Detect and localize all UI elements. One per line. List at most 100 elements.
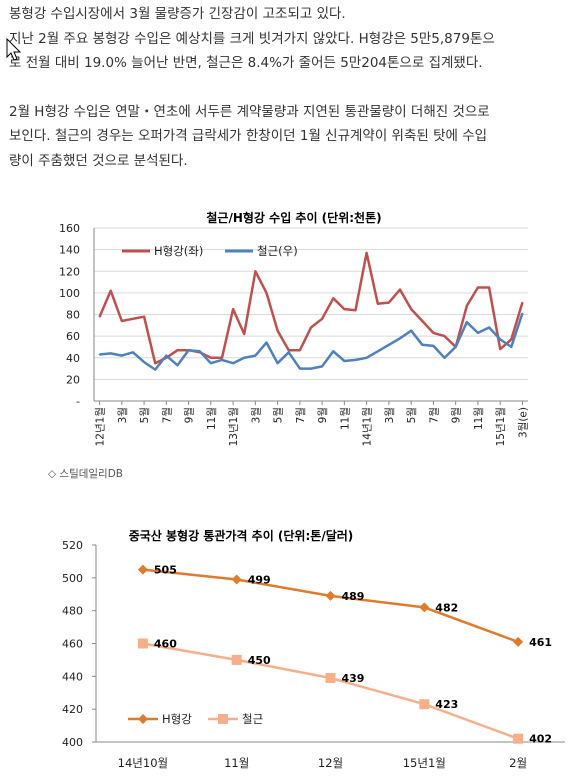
x-tick-label: 3월 [250, 407, 262, 423]
h-beam-point [299, 349, 301, 351]
x-tick-label: 13년1월 [228, 407, 240, 446]
x-tick-label: 3월(e) [517, 407, 529, 438]
h-beam-point [443, 335, 446, 337]
rebar-point [421, 343, 424, 346]
h-beam-data-label: 505 [154, 564, 177, 577]
rebar-data-label: 460 [154, 638, 177, 651]
h-beam-point [154, 362, 157, 364]
article-line-3: 로 전월 대비 19.0% 늘어난 반면, 철근은 8.4%가 줄어든 5만20… [9, 55, 483, 71]
rebar-point [176, 364, 179, 367]
rebar-point [488, 326, 490, 329]
h-beam-marker [513, 636, 524, 647]
y-tick-label: 460 [62, 638, 83, 651]
rebar-data-label: 423 [435, 698, 458, 711]
rebar-point [98, 353, 101, 356]
rebar-data-label: 450 [248, 654, 271, 667]
rebar-point [365, 356, 368, 359]
rebar-point [276, 362, 279, 364]
legend-label: H형강(좌) [154, 244, 203, 258]
rebar-hbeam-import-chart: 철근/H형강 수입 추이 (단위:천톤) - 20 40 60 80 100 120 140 16… [59, 210, 529, 446]
x-tick-label: 15년1월 [495, 407, 507, 446]
h-beam-point [98, 315, 101, 318]
article-line-6: 량이 주춤했던 것으로 분석된다. [9, 152, 188, 169]
x-tick-label: 9월 [317, 407, 329, 423]
x-tick-label: 3월 [117, 407, 129, 423]
legend-marker [218, 714, 228, 724]
article-line-2: 지난 2월 주요 봉형강 수입은 예상치를 크게 빗겨가지 않았다. H형강은 … [9, 30, 495, 47]
rebar-point [388, 343, 390, 346]
rebar-point [143, 361, 145, 363]
rebar-point [210, 362, 212, 364]
rebar-marker [137, 638, 148, 649]
y-tick-label: 420 [62, 703, 83, 716]
y-tick-label: - [76, 395, 80, 408]
chart-title: 철근/H형강 수입 추이 (단위:천톤) [206, 210, 381, 225]
h-beam-point [510, 338, 513, 341]
x-tick-label: 5월 [139, 407, 151, 423]
h-beam-point [143, 315, 145, 318]
y-tick-label: 60 [66, 330, 80, 343]
y-tick-label: 100 [59, 287, 80, 300]
h-beam-point [221, 356, 223, 359]
rebar-point [510, 346, 513, 348]
series-line-rebar [142, 642, 519, 740]
rebar-data-label: 402 [529, 733, 552, 746]
article-text: 봉형강 수입시장에서 3월 물량증가 긴장감이 고조되고 있다. 지난 2월 주… [9, 2, 577, 173]
h-beam-point [210, 356, 212, 359]
h-beam-point [176, 349, 179, 351]
y-tick-label: 40 [66, 352, 80, 365]
h-beam-marker [137, 564, 148, 575]
h-beam-point [410, 308, 412, 310]
rebar-marker [325, 672, 336, 683]
x-tick-label: 11월 [473, 407, 485, 430]
rebar-point [243, 356, 246, 359]
h-beam-point [376, 302, 379, 305]
rebar-point [232, 362, 234, 364]
rebar-data-label: 439 [342, 672, 365, 685]
legend-label: 철근 [242, 712, 263, 726]
h-beam-point [276, 329, 279, 332]
x-tick-label: 5월 [406, 407, 418, 423]
y-tick-label: 160 [59, 222, 80, 235]
rebar-point [154, 368, 157, 371]
rebar-point [321, 365, 323, 368]
h-beam-point [243, 333, 246, 335]
h-beam-point [254, 270, 257, 273]
x-tick-label: 11월 [206, 407, 218, 430]
h-beam-data-label: 489 [342, 590, 365, 603]
h-beam-point [388, 301, 390, 304]
h-beam-point [499, 348, 501, 350]
rebar-point [198, 350, 201, 353]
rebar-marker [513, 733, 524, 744]
y-tick-label: 500 [62, 572, 83, 585]
h-beam-data-label: 482 [435, 601, 458, 614]
h-beam-marker [419, 602, 430, 613]
x-tick-label: 14년10월 [118, 756, 168, 770]
h-beam-point [121, 320, 123, 322]
y-tick-label: 20 [66, 373, 80, 386]
rebar-point [132, 351, 134, 354]
x-tick-label: 7월 [295, 407, 307, 423]
h-beam-point [354, 309, 357, 311]
x-tick-label: 11월 [224, 756, 249, 770]
rebar-point [343, 360, 346, 362]
rebar-point [265, 341, 268, 344]
article-line-5: 보인다. 철근의 경우는 오퍼가격 급락세가 한창이던 1월 신규계약이 위축된… [9, 128, 488, 144]
x-tick-label: 7월 [428, 407, 440, 423]
rebar-point [165, 354, 168, 357]
legend-label: 철근(우) [257, 244, 298, 258]
x-tick-label: 2월 [509, 756, 527, 770]
h-beam-point [365, 252, 368, 254]
h-beam-point [310, 326, 312, 329]
article-line-1: 봉형강 수입시장에서 3월 물량증가 긴장감이 고조되고 있다. [9, 6, 346, 22]
y-tick-label: 400 [62, 736, 83, 749]
rebar-point [410, 329, 412, 332]
h-beam-point [265, 292, 268, 294]
rebar-point [187, 349, 190, 351]
x-tick-label: 12년1월 [95, 407, 107, 446]
x-tick-label: 5월 [273, 407, 285, 423]
rebar-point [287, 351, 290, 354]
legend-marker [138, 714, 148, 724]
rebar-point [477, 332, 479, 334]
rebar-point [499, 338, 501, 341]
